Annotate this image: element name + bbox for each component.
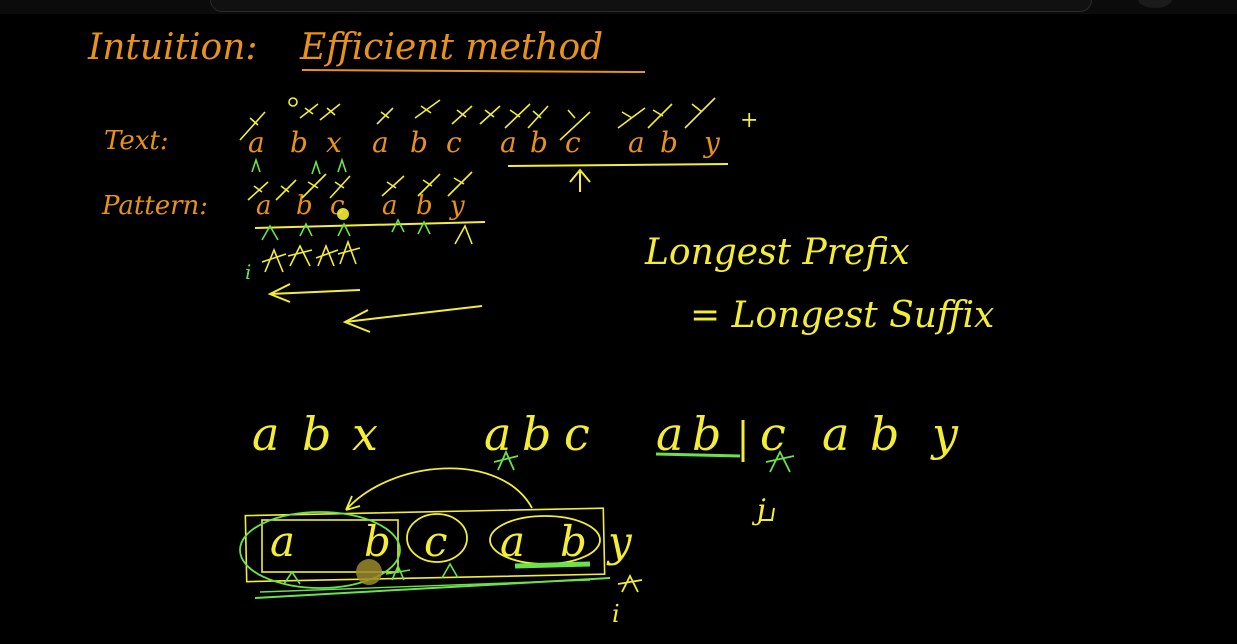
pattern-yellow-arrows xyxy=(261,224,473,273)
bottom-letter: b xyxy=(364,517,391,566)
index-i-bottom: i xyxy=(612,600,620,628)
text-letter: y xyxy=(702,126,721,159)
text-green-arrows xyxy=(251,157,347,175)
pattern-tick-marks xyxy=(247,171,473,201)
text-letter: a xyxy=(248,126,265,159)
outer-box xyxy=(244,507,606,583)
text-letter: b xyxy=(530,126,548,159)
example-letter: a xyxy=(822,407,849,461)
left-box xyxy=(261,519,399,573)
browser-top-bar xyxy=(0,0,1237,14)
pattern-letter: y xyxy=(449,191,465,221)
pattern-label: Pattern: xyxy=(102,191,209,221)
text-letter: x xyxy=(326,126,342,159)
heading-text: Efficient method xyxy=(300,27,604,68)
bottom-letter: a xyxy=(500,517,525,566)
example-letter: c xyxy=(564,407,590,461)
top-arc xyxy=(345,467,533,511)
pattern-green-arrows xyxy=(261,218,431,241)
profile-button[interactable] xyxy=(1138,0,1172,8)
heading-underline xyxy=(301,69,646,73)
heading-label: Intuition: xyxy=(88,27,258,68)
pattern-letter: a xyxy=(256,191,272,221)
text-start-dot xyxy=(288,97,298,107)
text-letter: a xyxy=(500,126,517,159)
pattern-letter: b xyxy=(416,191,433,221)
pointer-dot-icon xyxy=(356,559,382,585)
example-letter: b xyxy=(692,407,721,461)
text-letter: b xyxy=(660,126,678,159)
pattern-letter: b xyxy=(296,191,313,221)
note-longest-suffix: = Longest Suffix xyxy=(690,295,995,336)
example-letter: a xyxy=(656,407,683,461)
text-pointer-arrow xyxy=(569,168,591,192)
ab-green-underline xyxy=(514,561,591,569)
text-letter: a xyxy=(628,126,645,159)
pattern-letter: a xyxy=(382,191,398,221)
left-arrow-long xyxy=(342,305,483,333)
example-green-arrow-1 xyxy=(493,449,519,471)
text-letter: b xyxy=(410,126,428,159)
j-hook xyxy=(758,505,775,521)
bottom-arrows xyxy=(283,562,459,585)
index-i-top: i xyxy=(245,260,252,284)
bottom-letter: c xyxy=(424,517,448,566)
pattern-underline xyxy=(254,221,486,229)
left-arrow-short xyxy=(267,283,361,303)
i-pointer-arrow xyxy=(617,573,643,593)
bottom-green-line-2 xyxy=(259,579,591,593)
example-letter: b xyxy=(522,407,551,461)
left-green-ellipse xyxy=(239,511,401,589)
text-suffix-underline xyxy=(507,163,729,167)
pattern-highlight-dot xyxy=(337,208,349,220)
bottom-letter: a xyxy=(270,517,295,566)
example-letter: a xyxy=(252,407,279,461)
example-green-arrow-2 xyxy=(765,449,795,473)
text-letter: b xyxy=(290,126,308,159)
note-longest-prefix: Longest Prefix xyxy=(645,232,910,273)
text-letter: c xyxy=(565,126,581,159)
example-letter: b xyxy=(870,407,899,461)
text-tick-marks xyxy=(239,97,716,141)
bottom-letter: b xyxy=(560,517,587,566)
example-green-underline xyxy=(655,452,741,458)
example-letter: c xyxy=(760,407,786,461)
c-circle xyxy=(406,513,468,563)
text-letter: c xyxy=(446,126,462,159)
example-letter: y xyxy=(930,407,959,461)
text-letter: a xyxy=(372,126,389,159)
plus-mark: + xyxy=(740,108,759,133)
example-letter: b xyxy=(302,407,331,461)
example-letter: x xyxy=(352,407,378,461)
bottom-letter: y xyxy=(606,517,633,566)
text-label: Text: xyxy=(104,126,169,156)
